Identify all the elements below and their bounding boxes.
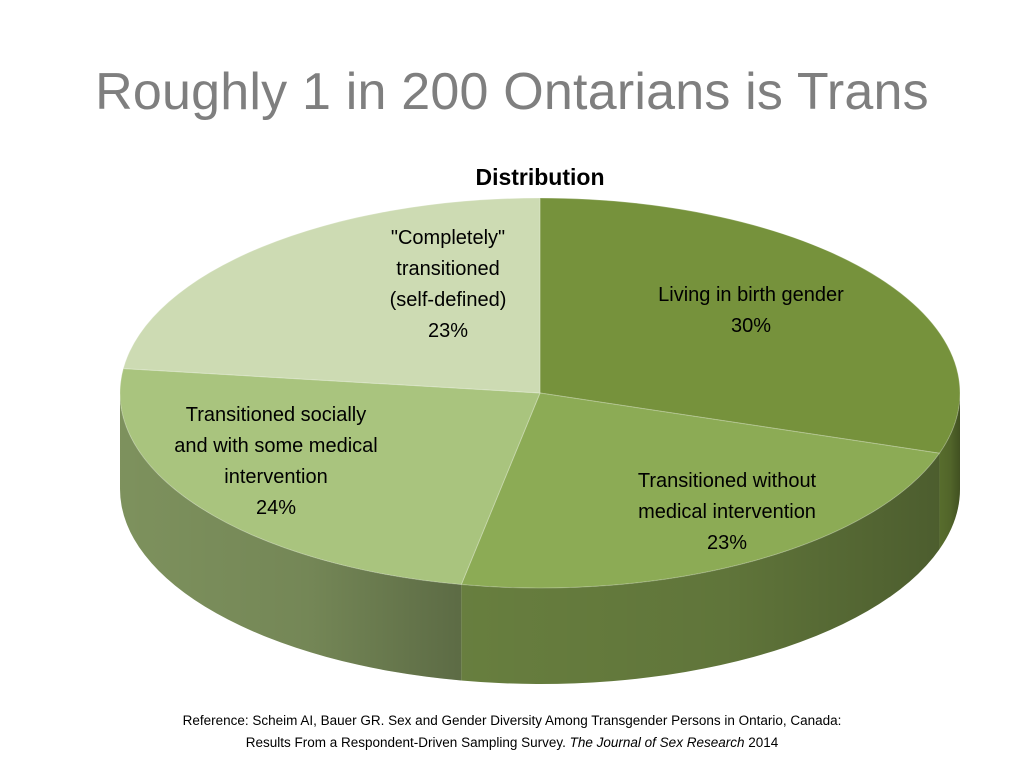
pie-side-shading-living-in-birth-gender [939,393,960,550]
reference-year: 2014 [744,735,779,750]
reference-authors-title: Results From a Respondent-Driven Samplin… [245,735,570,750]
pie-label-line: Living in birth gender [658,284,844,306]
slide-title: Roughly 1 in 200 Ontarians is Trans [95,63,929,121]
pie-slice-completely-transitioned-self-defined [122,197,541,394]
pie-label-transitioned-without-medical-intervention: Transitioned without medical intervention… [638,470,817,554]
pie-label-line: 23% [707,532,747,554]
pie-label-line: 30% [731,315,771,337]
pie-label-line: "Completely" [391,227,505,249]
reference-line-2: Results From a Respondent-Driven Samplin… [40,732,984,754]
pie-slice-living-in-birth-gender [539,197,961,454]
pie-label-line: intervention [224,466,327,488]
reference-journal: The Journal of Sex Research [569,735,745,750]
pie-labels: Living in birth gender 30% Transitioned wi… [174,227,844,554]
reference-citation: Reference: Scheim AI, Bauer GR. Sex and … [40,710,984,754]
pie-slice-transitioned-without-medical-intervention [460,392,941,589]
pie-label-line: 23% [428,320,468,342]
pie-label-line: and with some medical [174,435,377,457]
pie-label-living-in-birth-gender: Living in birth gender 30% [658,284,844,337]
pie-sides [120,393,960,685]
pie-side-shading-transitioned-socially-and-with-some-medical-intervention [120,393,462,681]
pie-label-line: transitioned [396,258,499,280]
pie-label-line: Transitioned socially [186,404,366,426]
pie-label-line: 24% [256,497,296,519]
pie-slice-transitioned-socially-and-with-some-medical-intervention [119,368,541,586]
pie-side-shading-transitioned-without-medical-intervention [461,453,940,685]
pie-tops [119,197,961,589]
pie-label-completely-transitioned-self-defined: "Completely" transitioned (self-defined) 23… [390,227,507,342]
reference-line-1: Reference: Scheim AI, Bauer GR. Sex and … [182,713,842,728]
chart-title: Distribution [475,164,604,190]
pie-label-transitioned-socially-and-with-some-medical-intervention: Transitioned socially and with some medic… [174,404,377,519]
pie-label-line: (self-defined) [390,289,507,311]
pie-label-line: medical intervention [638,501,816,523]
pie-label-line: Transitioned without [638,470,817,492]
